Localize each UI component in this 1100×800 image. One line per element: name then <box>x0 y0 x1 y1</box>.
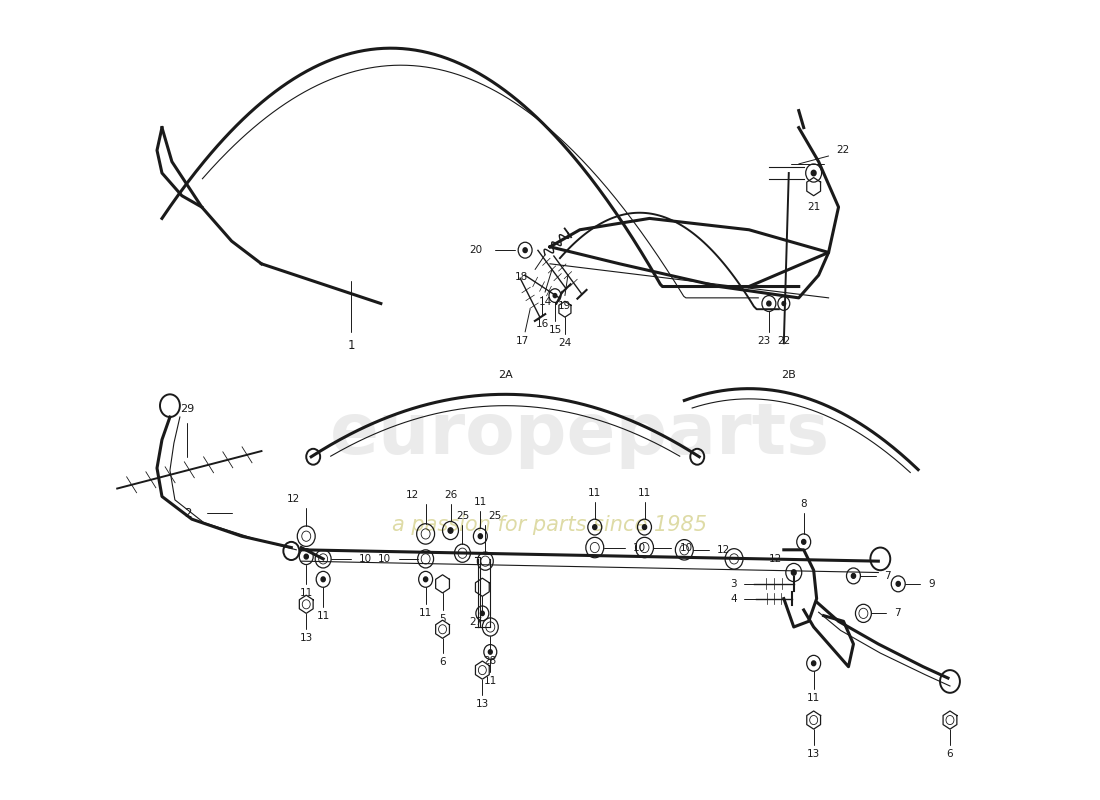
Text: 13: 13 <box>299 634 312 643</box>
Text: 17: 17 <box>516 336 529 346</box>
Text: 12: 12 <box>769 554 782 564</box>
Text: 19: 19 <box>559 301 572 311</box>
Circle shape <box>642 525 647 530</box>
Text: 11: 11 <box>317 610 330 621</box>
Text: 13: 13 <box>807 749 821 759</box>
Text: 12: 12 <box>406 490 419 500</box>
Circle shape <box>767 301 771 306</box>
Circle shape <box>593 525 597 530</box>
Circle shape <box>448 528 453 534</box>
Text: 3: 3 <box>730 579 737 589</box>
Circle shape <box>782 302 785 306</box>
Text: 23: 23 <box>757 336 770 346</box>
Text: a passion for parts since 1985: a passion for parts since 1985 <box>393 515 707 535</box>
Text: 12: 12 <box>287 494 300 504</box>
Text: 22: 22 <box>836 146 850 155</box>
Polygon shape <box>436 620 450 638</box>
Text: 25: 25 <box>488 510 502 521</box>
Text: 10: 10 <box>359 554 372 564</box>
Circle shape <box>812 170 816 176</box>
Circle shape <box>802 539 806 544</box>
Text: 16: 16 <box>536 319 549 329</box>
Text: 14: 14 <box>538 298 552 307</box>
Text: 20: 20 <box>470 245 482 255</box>
Circle shape <box>304 554 308 559</box>
Text: 5: 5 <box>439 614 446 624</box>
Text: 22: 22 <box>778 336 791 346</box>
Text: 18: 18 <box>515 273 528 282</box>
Circle shape <box>791 570 796 575</box>
Text: 11: 11 <box>474 497 487 507</box>
Text: 11: 11 <box>299 588 312 598</box>
Circle shape <box>851 574 856 578</box>
Text: 8: 8 <box>801 499 807 510</box>
Text: 9: 9 <box>928 579 935 589</box>
Polygon shape <box>943 711 957 729</box>
Circle shape <box>896 582 900 586</box>
Text: 28: 28 <box>484 656 497 666</box>
Text: 29: 29 <box>179 404 194 414</box>
Circle shape <box>522 248 527 253</box>
Text: 13: 13 <box>475 699 490 709</box>
Text: 1: 1 <box>348 339 355 352</box>
Text: 10: 10 <box>680 542 693 553</box>
Text: 21: 21 <box>807 202 821 212</box>
Text: 11: 11 <box>484 677 497 686</box>
Text: europeparts: europeparts <box>330 399 829 469</box>
Text: 11: 11 <box>588 488 602 498</box>
Text: 2B: 2B <box>781 370 796 380</box>
Text: 10: 10 <box>377 554 390 564</box>
Text: 15: 15 <box>548 325 562 334</box>
Text: 11: 11 <box>807 694 821 703</box>
Circle shape <box>488 650 492 654</box>
Text: 4: 4 <box>730 594 737 604</box>
Text: 26: 26 <box>444 490 458 500</box>
Text: 24: 24 <box>559 338 572 348</box>
Text: 11: 11 <box>638 488 651 498</box>
Text: 12: 12 <box>717 545 730 555</box>
Text: 27: 27 <box>469 618 482 627</box>
Circle shape <box>321 577 326 582</box>
Polygon shape <box>475 661 490 679</box>
Circle shape <box>553 294 557 298</box>
Text: 25: 25 <box>455 510 469 521</box>
Text: 10: 10 <box>632 542 646 553</box>
Circle shape <box>478 534 483 538</box>
Polygon shape <box>806 711 821 729</box>
Circle shape <box>424 577 428 582</box>
Text: 7: 7 <box>884 571 891 581</box>
Circle shape <box>812 661 816 666</box>
Polygon shape <box>299 595 314 614</box>
Text: 6: 6 <box>439 657 446 667</box>
Text: 6: 6 <box>947 749 954 759</box>
Text: 2A: 2A <box>498 370 513 380</box>
Circle shape <box>481 611 484 615</box>
Text: 11: 11 <box>419 608 432 618</box>
Text: 2: 2 <box>185 507 191 520</box>
Text: 7: 7 <box>894 608 901 618</box>
